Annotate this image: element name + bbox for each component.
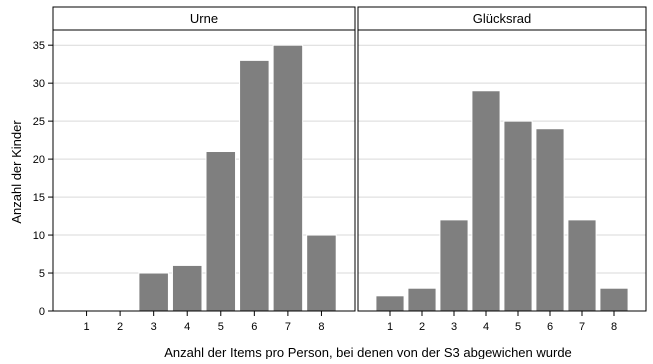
bar <box>205 151 237 312</box>
y-tick-label: 10 <box>33 230 45 242</box>
bar <box>535 128 565 312</box>
bar <box>375 295 405 312</box>
x-tick-label: 2 <box>419 321 425 333</box>
panel-frame <box>52 29 356 312</box>
x-tick-label: 1 <box>387 321 393 333</box>
x-tick-label: 4 <box>483 321 489 333</box>
bar <box>503 120 533 312</box>
panel-2: Glücksrad 1 2 3 4 5 6 7 8 <box>357 6 647 333</box>
y-tick-label: 0 <box>39 306 45 318</box>
bar <box>272 44 304 312</box>
y-tick-label: 25 <box>33 116 45 128</box>
bar <box>171 264 203 312</box>
x-tick-label: 5 <box>218 321 224 333</box>
bar <box>138 272 169 312</box>
panel-frame <box>357 29 647 312</box>
x-axis-label: Anzahl der Items pro Person, bei denen v… <box>164 345 572 359</box>
x-tick-label: 6 <box>251 321 257 333</box>
x-tick-label: 6 <box>547 321 553 333</box>
bar <box>306 234 337 312</box>
x-tick-label: 3 <box>151 321 157 333</box>
x-tick-label: 8 <box>318 321 324 333</box>
panel-title: Urne <box>190 11 218 26</box>
x-tick-label: 3 <box>451 321 457 333</box>
y-tick-label: 5 <box>39 268 45 280</box>
x-tick-label: 4 <box>184 321 190 333</box>
y-axis-label: Anzahl der Kinder <box>9 120 24 224</box>
x-tick-label: 8 <box>611 321 617 333</box>
bar <box>239 59 270 312</box>
x-tick-label: 5 <box>515 321 521 333</box>
y-tick-label: 15 <box>33 192 45 204</box>
y-tick-label: 30 <box>33 78 45 90</box>
x-tick-label: 2 <box>117 321 123 333</box>
bar <box>407 287 437 312</box>
bar <box>599 287 629 312</box>
panel-1: Urne 1 2 3 4 5 6 7 8 <box>52 6 356 333</box>
panel-title: Glücksrad <box>473 11 532 26</box>
bar <box>471 90 501 312</box>
x-tick-label: 1 <box>83 321 89 333</box>
bar <box>439 219 469 312</box>
y-tick-label: 20 <box>33 154 45 166</box>
x-tick-label: 7 <box>285 321 291 333</box>
bar <box>567 219 597 312</box>
y-tick-label: 35 <box>33 40 45 52</box>
x-tick-label: 7 <box>579 321 585 333</box>
